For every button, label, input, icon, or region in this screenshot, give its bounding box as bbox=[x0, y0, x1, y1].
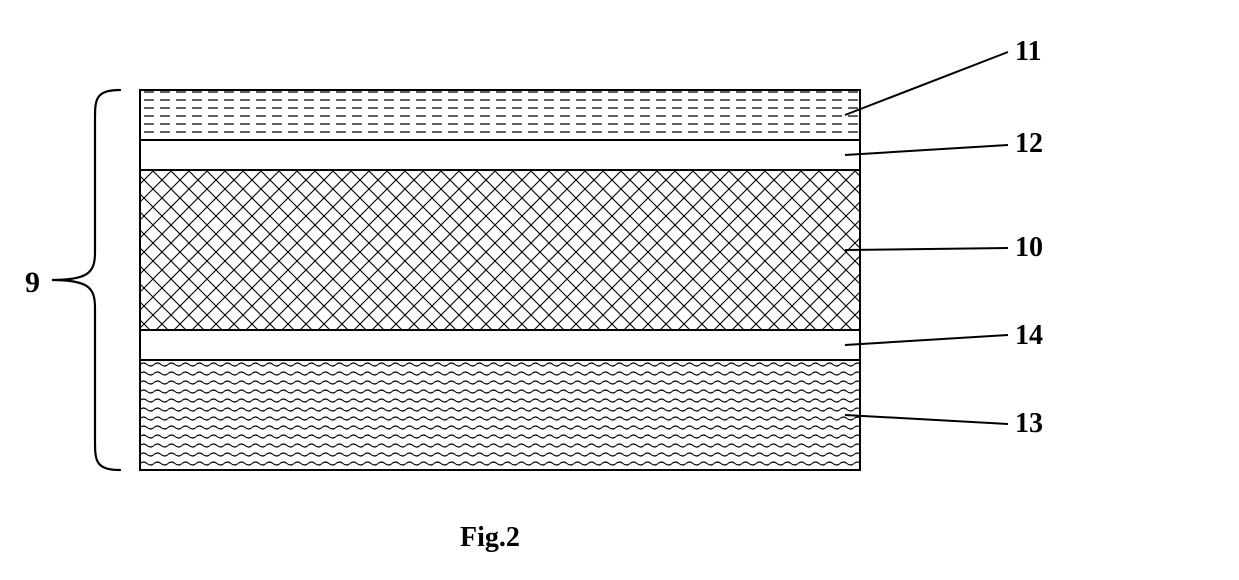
callout-label-13: 13 bbox=[1015, 408, 1043, 440]
layer-stack bbox=[140, 90, 860, 470]
figure-caption: Fig.2 bbox=[460, 522, 520, 554]
callout-label-10: 10 bbox=[1015, 232, 1043, 264]
layer-12 bbox=[140, 140, 860, 170]
layer-13 bbox=[140, 360, 860, 470]
layer-14 bbox=[140, 330, 860, 360]
leader-line-14 bbox=[845, 335, 1008, 345]
figure-container: 9 111210141 bbox=[0, 0, 1239, 580]
layer-10 bbox=[140, 170, 860, 330]
brace-group-label: 9 bbox=[25, 266, 40, 300]
callout-label-14: 14 bbox=[1015, 320, 1043, 352]
leader-line-10 bbox=[845, 248, 1008, 250]
callout-label-11: 11 bbox=[1015, 36, 1041, 68]
callout-label-12: 12 bbox=[1015, 128, 1043, 160]
callout-lines bbox=[845, 52, 1008, 424]
leader-line-12 bbox=[845, 145, 1008, 155]
layer-11 bbox=[140, 90, 860, 140]
leader-line-11 bbox=[845, 52, 1008, 115]
brace-curly bbox=[52, 90, 120, 470]
figure-svg bbox=[0, 0, 1239, 580]
leader-line-13 bbox=[845, 415, 1008, 424]
